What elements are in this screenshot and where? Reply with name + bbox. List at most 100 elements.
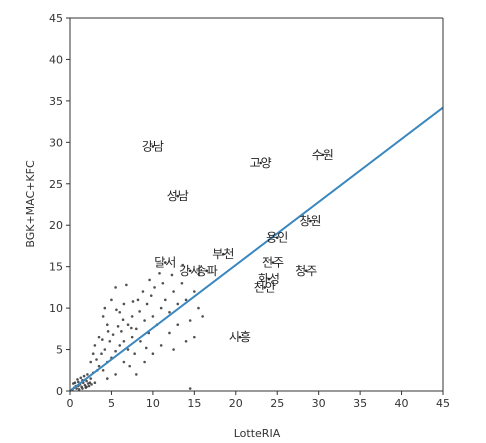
data-point [158,271,161,275]
point-label: 성남 [167,189,189,203]
data-point [76,380,80,384]
point-label: 용인 [266,231,288,245]
labeled-point [238,335,242,339]
x-ticks: 0 5 10 15 20 25 30 35 40 45 [67,391,450,410]
data-point [201,315,204,318]
data-point [82,374,86,378]
data-point [100,352,103,356]
data-point [85,379,88,383]
labeled-point [222,252,225,256]
data-point [164,298,167,302]
labeled-point [304,269,308,273]
data-point [110,298,113,302]
data-point [122,302,126,306]
y-axis-label: BGK+MAC+KFC [24,160,37,248]
labeled-point [176,194,180,198]
point-label: 천안 [254,279,276,294]
data-point [159,306,163,310]
data-point [130,315,134,318]
labeled-point [205,269,209,273]
data-point [138,310,141,313]
point-label: 수원 [312,148,334,162]
data-point [188,319,192,322]
data-point [184,298,188,302]
x-tick-label: 10 [146,397,160,410]
y-tick-label: 35 [49,95,63,108]
labeled-point [259,161,262,165]
x-tick-label: 35 [353,397,367,410]
data-point [139,339,142,343]
data-point [93,381,97,385]
data-point [193,335,196,339]
data-point [103,306,107,310]
data-point [170,273,174,277]
data-point [81,387,84,390]
data-point [161,281,165,285]
point-label: 전주 [262,256,284,270]
data-point [90,383,93,386]
data-point [176,302,180,306]
y-tick-label: 30 [49,136,63,149]
point-label: 달서 [154,256,176,270]
data-point [111,333,115,336]
data-point [118,310,122,314]
data-point [83,383,87,387]
point-label: 강남 [142,139,164,153]
data-point [168,331,171,335]
labeled-point [321,153,325,157]
y-tick-label: 25 [49,178,63,191]
data-point [193,290,196,293]
x-tick-label: 30 [312,397,326,410]
data-point [116,325,120,328]
data-point [197,306,200,310]
data-point [115,308,118,312]
data-point [114,349,117,353]
x-tick-label: 15 [187,397,201,410]
point-label: 강서 [179,264,201,278]
data-point [143,360,146,364]
point-label: 송파 [196,264,218,278]
data-point [151,315,155,318]
data-point [130,335,134,339]
x-tick-label: 45 [436,397,450,410]
data-point [126,348,130,351]
data-point [136,298,140,302]
x-tick-label: 5 [108,397,115,410]
data-point [151,352,155,356]
labeled-point [275,236,279,239]
data-point [79,376,83,380]
data-point [93,344,97,347]
data-point [97,335,101,339]
data-point [181,263,185,267]
data-point [184,339,188,343]
data-point [120,330,123,333]
data-point [188,387,192,390]
data-point [77,388,81,391]
labeled-point [271,261,275,264]
y-tick-label: 45 [49,12,63,25]
data-point [122,360,126,364]
data-point [91,352,95,356]
y-ticks: 0 5 10 15 20 25 30 35 40 45 [49,12,70,398]
data-point [128,364,131,368]
data-point [180,281,184,285]
data-point [118,344,122,347]
x-axis-label: LotteRIA [234,427,281,440]
data-point [106,323,109,326]
data-point [126,323,130,326]
y-tick-label: 0 [56,385,63,398]
point-label: 시흥 [229,330,251,344]
labeled-point [188,269,192,273]
data-point [88,381,92,385]
data-point [72,382,75,385]
data-points [71,263,204,391]
x-tick-label: 25 [270,397,284,410]
data-point [114,286,117,289]
data-point [135,373,138,376]
data-point [106,377,109,380]
labeled-point [309,219,312,223]
labeled-point [263,286,267,289]
data-point [131,300,135,303]
fit-line [69,106,444,392]
